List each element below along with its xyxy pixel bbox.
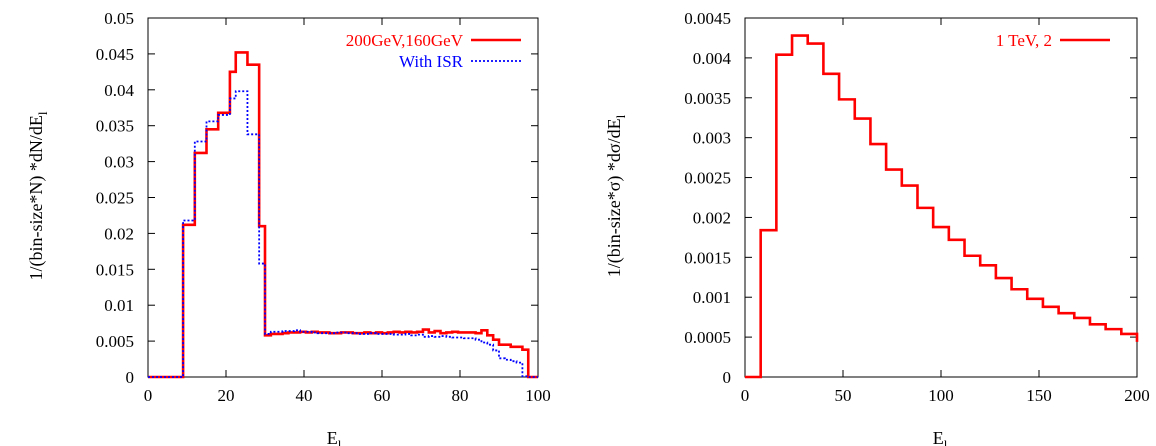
right-plot-frame bbox=[744, 17, 1138, 378]
left-y-tick-label: 0 bbox=[126, 368, 135, 387]
right-y-tick-label: 0 bbox=[723, 368, 732, 387]
left-x-tick-label: 20 bbox=[218, 386, 235, 405]
left-y-tick-label: 0.035 bbox=[96, 117, 134, 136]
left-series-1-line bbox=[148, 51, 538, 379]
left-y-tick-label: 0.02 bbox=[104, 224, 134, 243]
left-y-tick-label: 0.005 bbox=[96, 332, 134, 351]
right-x-tick-label: 0 bbox=[741, 386, 750, 405]
right-y-tick-label: 0.0025 bbox=[684, 169, 731, 188]
left-x-tick-label: 100 bbox=[525, 386, 551, 405]
right-y-tick-label: 0.0035 bbox=[684, 89, 731, 108]
left-plot-frame bbox=[147, 17, 539, 378]
left-x-tick-label: 60 bbox=[374, 386, 391, 405]
right-y-tick-label: 0.0005 bbox=[684, 328, 731, 347]
right-x-tick-label: 50 bbox=[835, 386, 852, 405]
right-y-tick-label: 0.0045 bbox=[684, 9, 731, 28]
svg-text:1/(bin-size*σ) *dσ/dEl: 1/(bin-size*σ) *dσ/dEl bbox=[604, 114, 628, 277]
right-y-axis-title: 1/(bin-size*σ) *dσ/dEl bbox=[604, 114, 628, 277]
left-x-tick-label: 40 bbox=[296, 386, 313, 405]
left-y-tick-label: 0.015 bbox=[96, 260, 134, 279]
left-y-tick-label: 0.04 bbox=[104, 81, 134, 100]
left-y-tick-label: 0.045 bbox=[96, 45, 134, 64]
left-x-axis-title: El bbox=[327, 428, 342, 446]
left-legend-label-2: With ISR bbox=[399, 52, 464, 71]
svg-text:El: El bbox=[327, 428, 342, 446]
left-y-axis-title: 1/(bin-size*N) *dN/dEl bbox=[26, 111, 50, 280]
right-y-tick-label: 0.001 bbox=[693, 288, 731, 307]
left-legend-label-1: 200GeV,160GeV bbox=[346, 31, 464, 50]
right-chart: El 1/(bin-size*σ) *dσ/dEl 0 50 100 150 200 0 0… bbox=[604, 9, 1150, 446]
svg-text:El: El bbox=[933, 428, 948, 446]
right-y-tick-label: 0.002 bbox=[693, 208, 731, 227]
right-y-tick-label: 0.0015 bbox=[684, 248, 731, 267]
right-x-tick-label: 200 bbox=[1124, 386, 1150, 405]
left-y-tick-label: 0.03 bbox=[104, 153, 134, 172]
right-x-axis-title: El bbox=[933, 428, 948, 446]
right-y-tick-label: 0.004 bbox=[693, 49, 732, 68]
left-x-tick-label: 80 bbox=[452, 386, 469, 405]
right-x-tick-label: 150 bbox=[1026, 386, 1052, 405]
left-y-tick-label: 0.01 bbox=[104, 296, 134, 315]
left-chart: El 1/(bin-size*N) *dN/dEl 0 20 40 60 80 100 0 0… bbox=[26, 9, 551, 446]
left-y-tick-label: 0.05 bbox=[104, 9, 134, 28]
left-y-tick-label: 0.025 bbox=[96, 189, 134, 208]
right-legend-label-1: 1 TeV, 2 bbox=[996, 31, 1052, 50]
left-x-tick-label: 0 bbox=[144, 386, 153, 405]
right-y-tick-label: 0.003 bbox=[693, 129, 731, 148]
right-series-1-line bbox=[745, 34, 1139, 379]
svg-text:1/(bin-size*N) *dN/dEl: 1/(bin-size*N) *dN/dEl bbox=[26, 111, 50, 280]
right-x-tick-label: 100 bbox=[928, 386, 954, 405]
